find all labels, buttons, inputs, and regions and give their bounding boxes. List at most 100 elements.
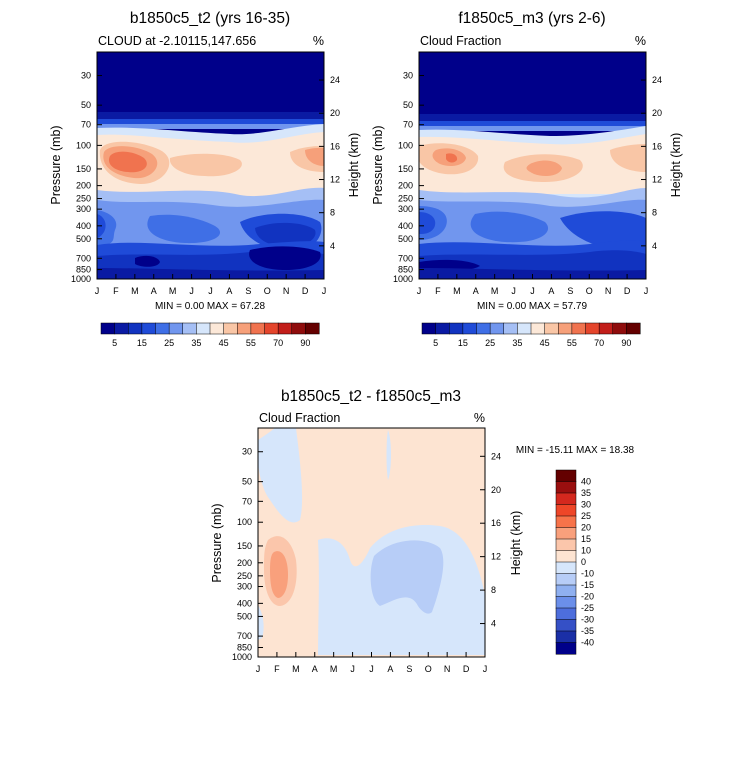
heatmap-field bbox=[419, 52, 646, 279]
contour-band bbox=[108, 151, 147, 173]
x-tick-label: F bbox=[435, 286, 441, 296]
colorbar-label: 5 bbox=[112, 338, 117, 348]
colorbar: 5 15 25 35 45 55 70 90 bbox=[100, 322, 320, 348]
y-tick-label: 250 bbox=[398, 194, 413, 204]
y-tick-label: 200 bbox=[76, 181, 91, 191]
colorbar-swatch bbox=[555, 619, 577, 632]
x-tick-label: O bbox=[425, 664, 432, 674]
panel-title: b1850c5_t2 (yrs 16-35) bbox=[130, 10, 290, 27]
x-tick-label: D bbox=[302, 286, 309, 296]
colorbar-swatch bbox=[555, 538, 577, 552]
colorbar-label: 35 bbox=[512, 338, 522, 348]
colorbar-swatch bbox=[517, 322, 532, 335]
x-tick-label: M bbox=[292, 664, 300, 674]
y-tick-label: 70 bbox=[242, 496, 252, 506]
min-max-label: MIN = 0.00 MAX = 57.79 bbox=[477, 301, 587, 312]
contour-band bbox=[419, 212, 436, 234]
colorbar-label: 45 bbox=[219, 338, 229, 348]
x-tick-label: F bbox=[274, 664, 280, 674]
x-tick-label: J bbox=[417, 286, 422, 296]
x-tick-label: J bbox=[530, 286, 535, 296]
colorbar-swatch bbox=[555, 527, 577, 540]
x-tick-label: M bbox=[330, 664, 338, 674]
colorbar-swatch bbox=[196, 322, 211, 335]
colorbar-swatch bbox=[476, 322, 491, 335]
colorbar-swatch bbox=[155, 322, 170, 335]
colorbar-label: -15 bbox=[581, 580, 594, 590]
contour-band bbox=[258, 605, 264, 640]
y-tick-label: 850 bbox=[398, 265, 413, 275]
colorbar-label: 25 bbox=[164, 338, 174, 348]
colorbar-label: 90 bbox=[621, 338, 631, 348]
contour-band bbox=[370, 540, 444, 614]
colorbar-swatch bbox=[555, 607, 577, 621]
colorbar-swatch bbox=[277, 322, 293, 335]
colorbar-swatch bbox=[223, 322, 238, 335]
y2-tick-label: 8 bbox=[652, 208, 657, 218]
x-tick-label: J bbox=[256, 664, 261, 674]
contour-band bbox=[526, 160, 562, 176]
colorbar-swatch bbox=[555, 573, 577, 586]
colorbar-label: 25 bbox=[581, 511, 591, 521]
y-tick-label: 150 bbox=[398, 164, 413, 174]
x-tick-label: M bbox=[131, 286, 139, 296]
colorbar-swatch bbox=[182, 322, 197, 335]
y2-tick-label: 16 bbox=[491, 518, 501, 528]
min-max-label: MIN = 0.00 MAX = 67.28 bbox=[155, 301, 265, 312]
y2-tick-label: 16 bbox=[652, 141, 662, 151]
y2-axis-label: Height (km) bbox=[509, 511, 523, 576]
colorbar-label: 35 bbox=[581, 488, 591, 498]
contour-band bbox=[305, 147, 324, 166]
y-tick-label: 850 bbox=[76, 265, 91, 275]
colorbar-label: 25 bbox=[485, 338, 495, 348]
contour-band bbox=[135, 255, 160, 267]
y-tick-label: 50 bbox=[242, 477, 252, 487]
colorbar-swatch bbox=[237, 322, 252, 335]
x-tick-label: J bbox=[208, 286, 213, 296]
contour-band bbox=[610, 144, 646, 172]
panel-top-right: f1850c5_m3 (yrs 2-6) Cloud Fraction % bbox=[371, 10, 683, 348]
colorbar-label: 5 bbox=[433, 338, 438, 348]
min-max-label: MIN = -15.11 MAX = 18.38 bbox=[516, 445, 635, 456]
panel-subtitle: Cloud Fraction bbox=[259, 411, 340, 425]
colorbar-swatch bbox=[544, 322, 559, 335]
colorbar-swatch bbox=[555, 584, 577, 598]
colorbar-label: 40 bbox=[581, 477, 591, 487]
y-tick-label: 70 bbox=[81, 120, 91, 130]
units-label: % bbox=[635, 34, 646, 48]
colorbar-swatch bbox=[555, 550, 577, 563]
colorbar-swatch bbox=[462, 322, 478, 335]
heatmap-field bbox=[97, 52, 324, 279]
y-tick-label: 30 bbox=[242, 447, 252, 457]
y-tick-label: 700 bbox=[398, 253, 413, 263]
contour-band bbox=[97, 119, 324, 125]
colorbar-swatch bbox=[626, 322, 641, 335]
y2-axis-label: Height (km) bbox=[347, 133, 361, 198]
y2-tick-label: 20 bbox=[652, 108, 662, 118]
y-tick-label: 100 bbox=[398, 140, 413, 150]
colorbar-label: 55 bbox=[246, 338, 256, 348]
colorbar-label: 90 bbox=[300, 338, 310, 348]
contour-band bbox=[270, 551, 288, 598]
colorbar: 5 15 25 35 45 55 70 90 bbox=[421, 322, 641, 348]
y-tick-label: 300 bbox=[398, 204, 413, 214]
colorbar-swatch bbox=[209, 322, 225, 335]
y-tick-label: 400 bbox=[76, 221, 91, 231]
x-tick-label: M bbox=[453, 286, 461, 296]
x-tick-label: J bbox=[350, 664, 355, 674]
colorbar-swatch bbox=[305, 322, 320, 335]
y2-axis-ticks: 24 20 16 12 8 4 bbox=[319, 75, 340, 251]
colorbar-swatch bbox=[114, 322, 129, 335]
panel-subtitle: CLOUD at -2.10115,147.656 bbox=[98, 34, 256, 48]
contour-band bbox=[446, 153, 458, 163]
colorbar-label: 35 bbox=[191, 338, 201, 348]
y2-tick-label: 4 bbox=[330, 241, 335, 251]
x-tick-label: M bbox=[169, 286, 177, 296]
colorbar-swatch bbox=[555, 642, 577, 655]
colorbar-label: -35 bbox=[581, 626, 594, 636]
contour-band bbox=[147, 214, 221, 244]
